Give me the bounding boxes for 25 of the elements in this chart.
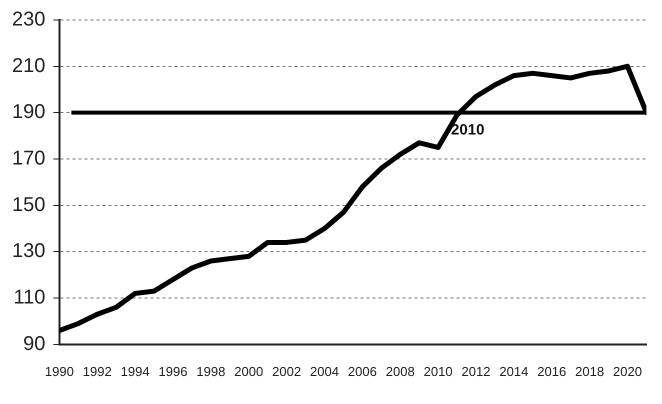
x-tick-label: 2020: [613, 364, 642, 379]
x-tick-label: 2012: [462, 364, 490, 379]
x-tick-label: 1990: [44, 364, 74, 379]
y-tick-label: 130: [12, 240, 46, 262]
x-tick-label: 2008: [386, 364, 415, 379]
x-tick-label: 2002: [272, 364, 302, 379]
x-tick-label: 1994: [120, 364, 150, 379]
y-tick-label: 170: [12, 148, 46, 170]
y-tick-label: 190: [12, 101, 46, 124]
x-tick-label: 2000: [234, 364, 264, 379]
x-tick-label: 2006: [348, 364, 377, 379]
y-tick-label: 90: [23, 332, 46, 355]
x-tick-label: 2004: [310, 364, 339, 379]
x-tick-label: 2010: [424, 364, 453, 379]
x-tick-label: 1998: [196, 364, 226, 379]
annotation: 2010: [451, 121, 484, 138]
x-tick-label: 1996: [158, 364, 188, 379]
y-tick-label: 230: [12, 8, 46, 31]
x-tick-label: 1992: [82, 364, 112, 379]
x-tick-label: 2014: [499, 364, 528, 379]
y-tick-label: 150: [12, 194, 46, 216]
x-tick-label: 2016: [537, 364, 566, 379]
y-tick-label: 210: [12, 54, 46, 77]
x-tick-label: 2018: [575, 364, 604, 379]
y-tick-label: 110: [13, 286, 46, 309]
